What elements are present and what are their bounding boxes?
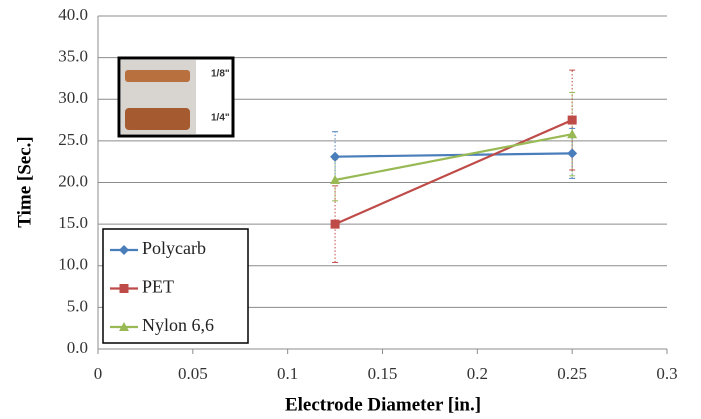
series-line [334,119,573,226]
marker [330,219,340,229]
marker [330,151,341,162]
x-tick-label: 0.2 [467,364,488,383]
x-tick-label: 0.1 [277,364,298,383]
legend-label: Polycarb [142,238,206,258]
y-tick-label: 20.0 [58,171,88,190]
y-tick-label: 25.0 [58,130,88,149]
legend: Polycarb PET Nylon 6,6 [102,228,249,344]
marker [567,148,578,159]
x-tick-label: 0 [94,364,103,383]
inset: 1/8" 1/4" [117,56,235,138]
series-line [335,152,573,158]
marker [119,322,129,331]
y-tick-label: 0.0 [67,338,88,357]
marker [119,245,129,255]
inset-label: 1/4" [211,113,230,124]
x-tick-label: 0.15 [368,364,398,383]
x-tick-label: 0.05 [178,364,208,383]
rod-large [125,108,190,130]
y-tick-label: 40.0 [58,5,88,24]
marker [330,175,341,185]
y-tick-label: 35.0 [58,47,88,66]
x-tick-label: 0.25 [557,364,587,383]
x-axis-title: Electrode Diameter [in.] [285,394,481,415]
marker [567,115,577,125]
y-tick-label: 30.0 [58,88,88,107]
y-tick-label: 5.0 [67,296,88,315]
y-tick-label: 10.0 [58,255,88,274]
y-tick-label: 15.0 [58,213,88,232]
marker [119,284,129,293]
x-tick-label: 0.3 [656,364,677,383]
marker [567,129,578,139]
legend-label: Nylon 6,6 [142,315,214,335]
y-axis-title: Time [Sec.] [14,136,35,227]
inset-label: 1/8" [211,69,230,80]
error-bar [569,92,576,177]
series-line [334,133,573,182]
legend-label: PET [142,277,174,297]
rod-small [125,70,190,82]
